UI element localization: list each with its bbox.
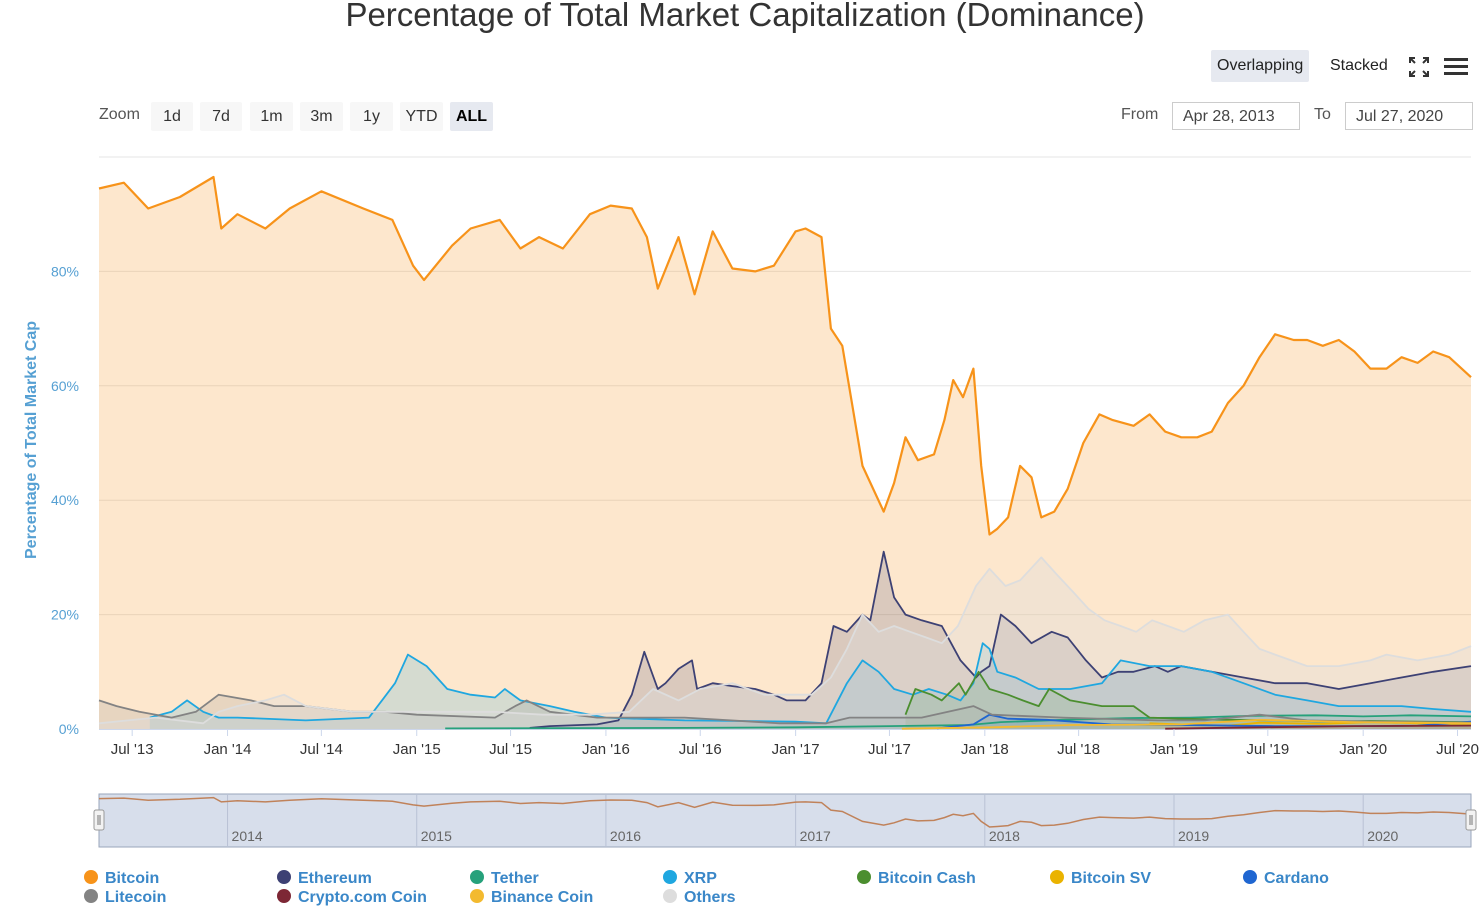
hamburger-menu-icon[interactable] — [1442, 52, 1472, 82]
legend-item-bitcoin-cash[interactable]: Bitcoin Cash — [857, 869, 976, 889]
chart-title: Percentage of Total Market Capitalizatio… — [345, 0, 1145, 33]
legend-item-litecoin[interactable]: Litecoin — [84, 888, 166, 908]
from-label: From — [1121, 106, 1159, 123]
legend-marker — [1243, 870, 1257, 884]
series-line-others — [98, 556, 1472, 725]
navigator-tick-label: 2019 — [1178, 828, 1209, 844]
navigator-right-handle[interactable] — [1465, 809, 1477, 831]
x-tick-label: Jul '20 — [1436, 741, 1479, 758]
legend-item-xrp[interactable]: XRP — [663, 869, 717, 889]
x-tick-label: Jul '15 — [489, 741, 532, 758]
legend-marker — [857, 870, 871, 884]
navigator-tick-label: 2018 — [989, 828, 1020, 844]
navigator-tick-label: 2017 — [800, 828, 831, 844]
legend-item-binance-coin[interactable]: Binance Coin — [470, 888, 593, 908]
series-area-ethereum — [529, 551, 1471, 729]
legend-label: XRP — [684, 870, 717, 887]
legend-marker — [277, 870, 291, 884]
legend-marker — [663, 870, 677, 884]
zoom-7d-button[interactable]: 7d — [200, 102, 242, 131]
zoom-1y-button[interactable]: 1y — [350, 102, 393, 131]
legend-marker — [84, 889, 98, 903]
legend-item-others[interactable]: Others — [663, 888, 736, 908]
series-line-bitcoin — [98, 175, 1472, 536]
x-tick-label: Jul '19 — [1246, 741, 1289, 758]
to-date-input[interactable]: Jul 27, 2020 — [1345, 102, 1473, 130]
zoom-3m-button[interactable]: 3m — [300, 102, 343, 131]
navigator-tick-label: 2020 — [1367, 828, 1398, 844]
x-tick-label: Jul '14 — [300, 741, 343, 758]
series-area-bitcoin-cash — [905, 671, 1471, 729]
x-tick-label: Jan '20 — [1339, 741, 1387, 758]
legend-label: Bitcoin — [105, 870, 160, 887]
y-tick-label: 0% — [59, 721, 79, 737]
navigator-left-handle[interactable] — [93, 809, 105, 831]
x-tick-label: Jan '17 — [772, 741, 820, 758]
series-area-others — [99, 557, 1471, 729]
series-line-binance-coin — [901, 718, 1472, 730]
x-tick-label: Jul '18 — [1057, 741, 1100, 758]
x-tick-label: Jan '14 — [204, 741, 252, 758]
legend-marker — [470, 889, 484, 903]
legend-marker — [1050, 870, 1064, 884]
legend-label: Litecoin — [105, 889, 167, 906]
overlapping-button[interactable]: Overlapping — [1211, 50, 1310, 82]
legend-label: Others — [684, 889, 736, 906]
legend-item-cardano[interactable]: Cardano — [1243, 869, 1329, 889]
legend-item-bitcoin-sv[interactable]: Bitcoin SV — [1050, 869, 1151, 889]
series-line-crypto-com-coin — [1165, 724, 1472, 730]
zoom-1m-button[interactable]: 1m — [250, 102, 293, 131]
navigator-selection — [98, 793, 1472, 848]
stacked-button[interactable]: Stacked — [1330, 57, 1388, 74]
grid-lines — [99, 156, 1471, 730]
navigator-tick-label: 2016 — [610, 828, 641, 844]
y-axis-ticks: 0% 20% 40% 60% 80% — [51, 263, 79, 737]
series-lines — [98, 175, 1472, 730]
series-line-xrp — [149, 642, 1472, 725]
legend-label: Tether — [491, 870, 539, 887]
y-tick-label: 80% — [51, 263, 79, 279]
series-areas — [99, 177, 1472, 729]
legend-label: Bitcoin SV — [1071, 870, 1152, 887]
navigator-series-line — [98, 796, 1472, 828]
x-axis-ticks: Jul '13 Jan '14 Jul '14 Jan '15 Jul '15 Jan '… — [111, 729, 1479, 758]
zoom-ytd-button[interactable]: YTD — [400, 102, 443, 131]
legend-label: Cardano — [1264, 870, 1329, 887]
navigator-tick-label: 2015 — [421, 828, 452, 844]
legend-item-tether[interactable]: Tether — [470, 869, 539, 889]
zoom-label: Zoom — [99, 106, 140, 123]
y-tick-label: 60% — [51, 378, 79, 394]
y-tick-label: 20% — [51, 607, 79, 623]
x-tick-label: Jul '16 — [679, 741, 722, 758]
series-area-litecoin — [99, 694, 1471, 729]
legend-item-bitcoin[interactable]: Bitcoin — [84, 869, 159, 889]
legend-label: Crypto.com Coin — [298, 889, 427, 906]
y-axis-title: Percentage of Total Market Cap — [23, 321, 40, 559]
legend-label: Binance Coin — [491, 889, 594, 906]
x-tick-label: Jan '15 — [393, 741, 441, 758]
legend-label: Bitcoin Cash — [878, 870, 976, 887]
expand-icon[interactable] — [1404, 52, 1434, 82]
x-tick-label: Jan '16 — [582, 741, 630, 758]
to-label: To — [1314, 106, 1331, 123]
navigator[interactable]: 2014 2015 2016 2017 2018 2019 2020 — [93, 793, 1477, 848]
x-tick-label: Jul '17 — [868, 741, 911, 758]
series-area-bitcoin — [99, 177, 1471, 729]
legend-item-ethereum[interactable]: Ethereum — [277, 869, 372, 889]
legend-marker — [470, 870, 484, 884]
from-date-input[interactable]: Apr 28, 2013 — [1172, 102, 1300, 130]
x-tick-label: Jul '13 — [111, 741, 154, 758]
x-tick-label: Jan '19 — [1150, 741, 1198, 758]
legend-marker — [277, 889, 291, 903]
legend-item-crypto-com-coin[interactable]: Crypto.com Coin — [277, 888, 427, 908]
legend-marker — [663, 889, 677, 903]
navigator-tick-label: 2014 — [232, 828, 263, 844]
x-tick-label: Jan '18 — [961, 741, 1009, 758]
zoom-all-button[interactable]: ALL — [450, 102, 493, 131]
legend-marker — [84, 870, 98, 884]
y-tick-label: 40% — [51, 492, 79, 508]
legend-label: Ethereum — [298, 870, 372, 887]
zoom-1d-button[interactable]: 1d — [151, 102, 193, 131]
